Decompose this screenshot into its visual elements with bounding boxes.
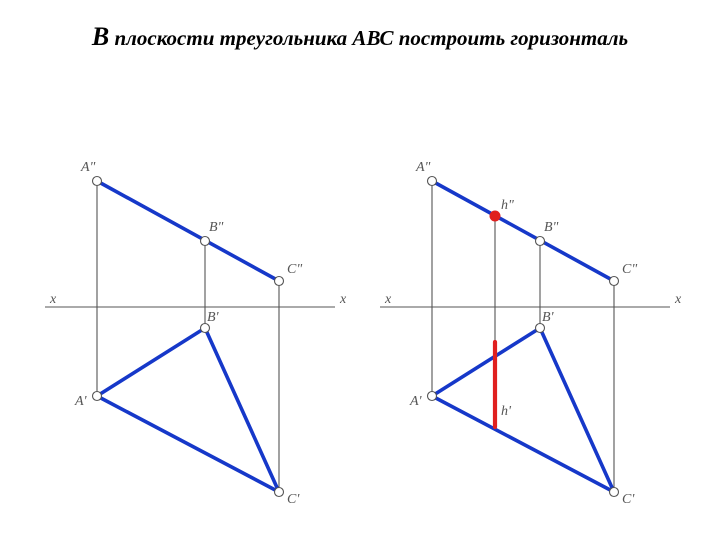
point-label: C" <box>287 262 302 277</box>
point-marker <box>93 392 102 401</box>
axis-label: x <box>384 292 392 307</box>
point-marker <box>93 177 102 186</box>
point-marker <box>428 177 437 186</box>
point-label: A" <box>415 160 431 175</box>
point-marker <box>201 237 210 246</box>
axis-label: x <box>49 292 57 307</box>
triangle-edge <box>97 181 279 281</box>
triangle-edge <box>432 328 540 396</box>
point-label: C' <box>622 492 635 507</box>
point-label: B' <box>542 310 555 325</box>
point-marker <box>610 277 619 286</box>
page-title: В плоскости треугольника АВС построить г… <box>0 0 720 52</box>
point-label: h" <box>501 198 514 213</box>
point-label: C' <box>287 492 300 507</box>
point-label: A' <box>409 394 423 409</box>
point-marker <box>491 212 500 221</box>
point-marker <box>428 392 437 401</box>
diagram-right: x x A" B" C" A' B' C' h" h' <box>380 160 682 507</box>
axis-label: x <box>339 292 347 307</box>
point-marker <box>536 237 545 246</box>
point-label: A' <box>74 394 88 409</box>
triangle-edge <box>205 328 279 492</box>
point-label: B" <box>209 220 224 235</box>
axis-label: x <box>674 292 682 307</box>
title-lead: В <box>92 22 109 51</box>
diagram-canvas: x x A" B" C" A' B' C' x x A" B" C" A' B' C' h" h' <box>0 52 720 532</box>
point-label: B" <box>544 220 559 235</box>
triangle-edge <box>432 396 614 492</box>
point-label: B' <box>207 310 220 325</box>
triangle-edge <box>97 396 279 492</box>
point-marker <box>275 488 284 497</box>
triangle-edge <box>432 181 614 281</box>
point-marker <box>610 488 619 497</box>
diagram-left: x x A" B" C" A' B' C' <box>45 160 347 507</box>
point-label: h' <box>501 404 512 419</box>
point-label: C" <box>622 262 637 277</box>
point-marker <box>275 277 284 286</box>
triangle-edge <box>540 328 614 492</box>
triangle-edge <box>97 328 205 396</box>
point-label: A" <box>80 160 96 175</box>
title-rest: плоскости треугольника АВС построить гор… <box>109 26 628 50</box>
